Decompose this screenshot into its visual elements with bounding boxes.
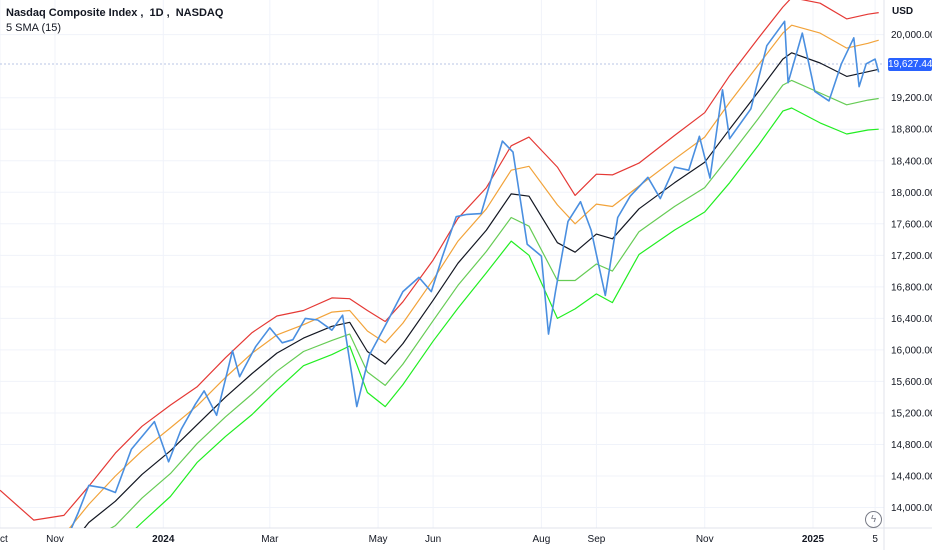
y-tick-label: 16,000.00 <box>891 345 932 356</box>
x-tick-label: Mar <box>261 534 279 545</box>
series-lower1-line <box>109 79 879 528</box>
series-sma-line <box>83 52 879 528</box>
x-tick-label: Jun <box>425 534 441 545</box>
chart-legend: Nasdaq Composite Index, 1D, NASDAQ 5 SMA… <box>6 6 226 36</box>
y-tick-label: 14,800.00 <box>891 440 932 451</box>
x-tick-label: 2025 <box>802 534 825 545</box>
currency-label[interactable]: USD <box>892 6 914 17</box>
series-lower2-line <box>135 107 879 528</box>
x-tick-label: 5 <box>872 534 878 545</box>
y-tick-label: 16,800.00 <box>891 282 932 293</box>
x-tick-label: Sep <box>588 534 606 545</box>
y-tick-label: 18,400.00 <box>891 156 932 167</box>
y-tick-label: 15,600.00 <box>891 377 932 388</box>
y-tick-label: 17,600.00 <box>891 219 932 230</box>
y-tick-label: 19,200.00 <box>891 93 932 104</box>
last-price-tag: 19,627.44 <box>888 57 932 71</box>
x-tick-label: Nov <box>696 534 714 545</box>
x-tick-label: Oct <box>0 534 8 545</box>
y-tick-label: 15,200.00 <box>891 408 932 419</box>
y-tick-label: 20,000.00 <box>891 30 932 41</box>
x-tick-label: 2024 <box>152 534 175 545</box>
x-tick-label: Aug <box>533 534 551 545</box>
y-tick-label: 18,000.00 <box>891 188 932 199</box>
y-tick-label: 14,400.00 <box>891 471 932 482</box>
series-price-line <box>70 20 880 528</box>
symbol-interval: 1D <box>149 7 164 19</box>
symbol-title[interactable]: Nasdaq Composite Index, 1D, NASDAQ <box>6 7 224 19</box>
lightning-icon[interactable]: ϟ <box>865 511 882 528</box>
y-tick-label: 14,000.00 <box>891 503 932 514</box>
series-upper1-line <box>68 24 879 528</box>
indicator-label[interactable]: 5 SMA (15) <box>6 22 62 34</box>
x-tick-label: May <box>369 534 388 545</box>
series-upper2-line <box>0 0 879 521</box>
symbol-name: Nasdaq Composite Index <box>6 7 138 19</box>
symbol-exchange: NASDAQ <box>175 7 224 19</box>
y-tick-label: 16,400.00 <box>891 314 932 325</box>
x-tick-label: Nov <box>46 534 64 545</box>
y-tick-label: 17,200.00 <box>891 251 932 262</box>
y-tick-label: 18,800.00 <box>891 125 932 136</box>
